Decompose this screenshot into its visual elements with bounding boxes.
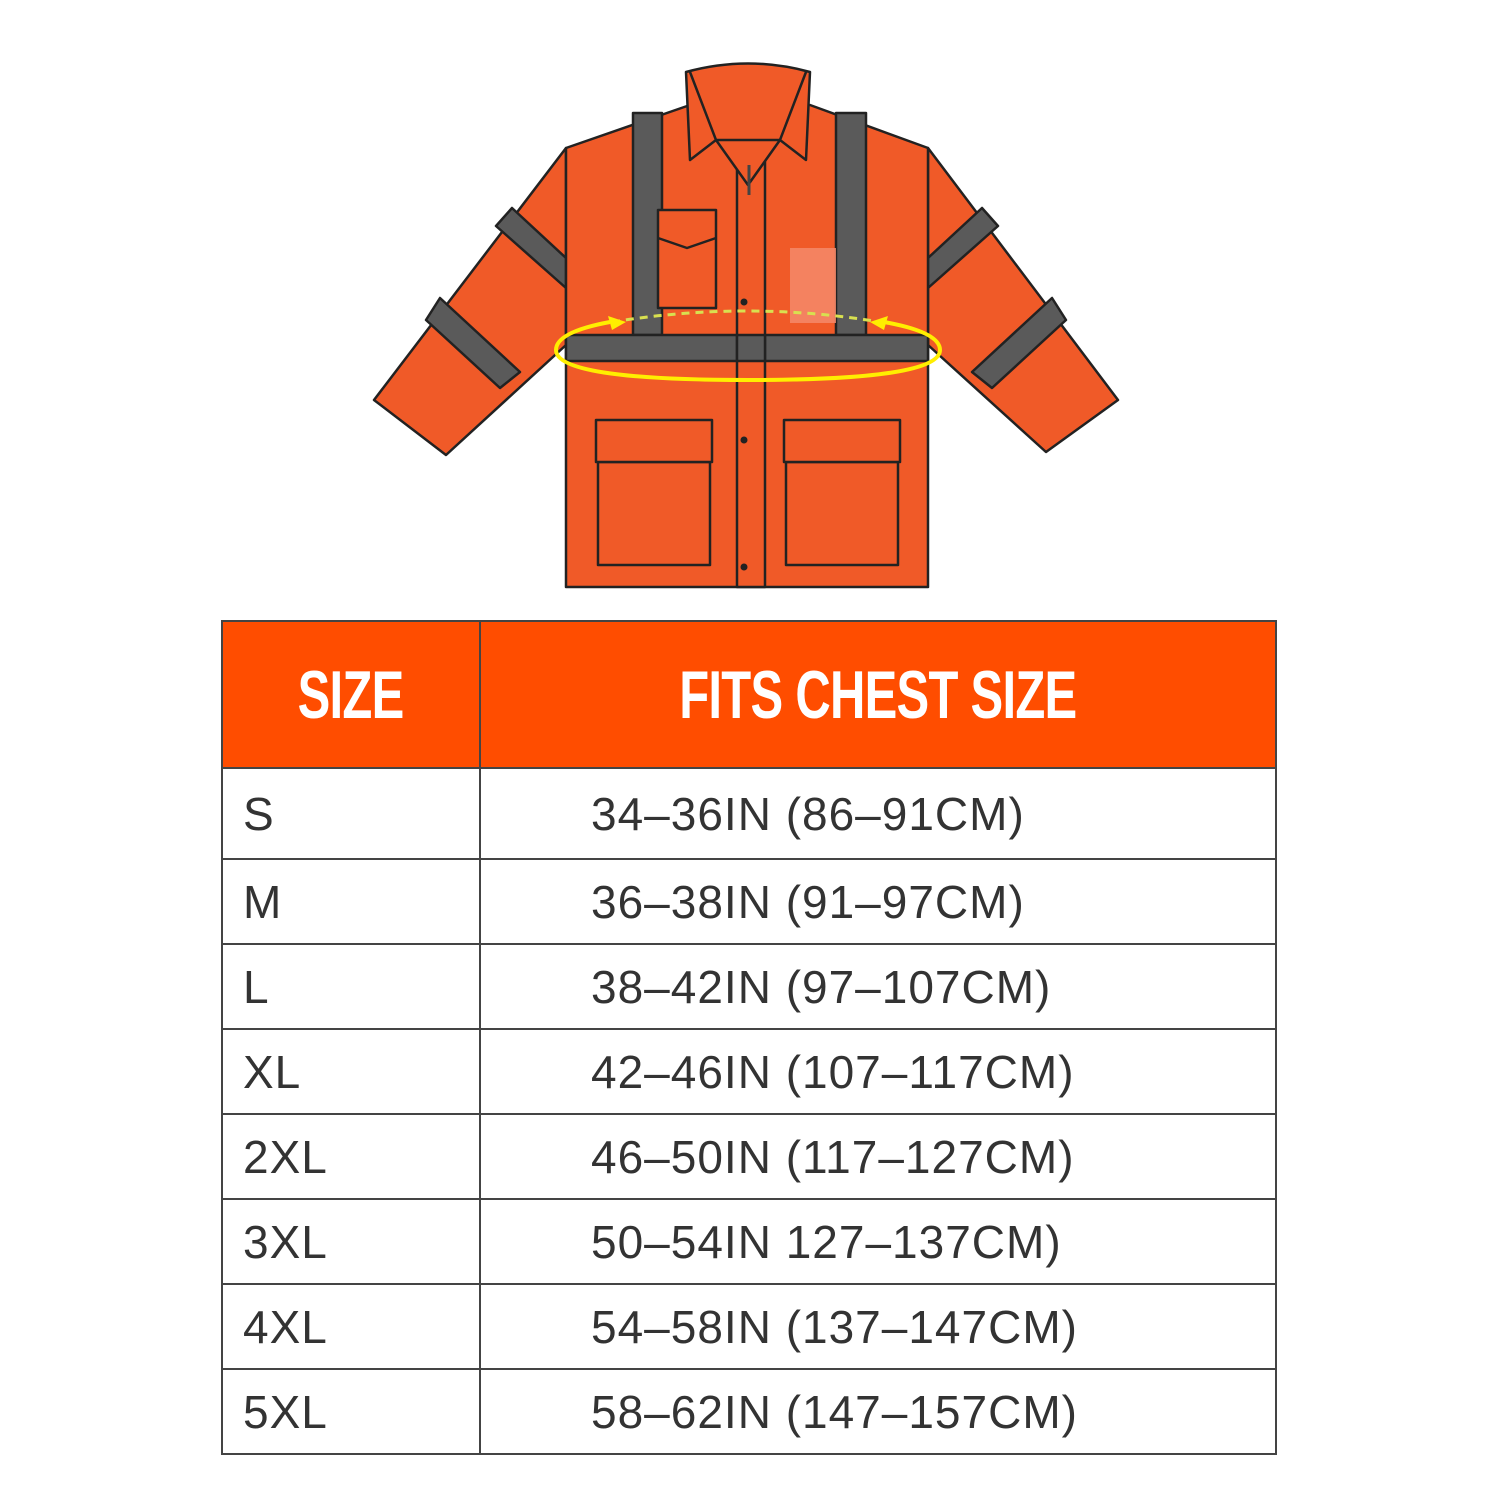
placket bbox=[735, 158, 767, 589]
arrow-left-icon bbox=[608, 316, 626, 330]
badge-holder bbox=[790, 248, 836, 323]
size-chart-table: SIZE FITS CHEST SIZE S 34–36IN (86–91CM) M… bbox=[221, 620, 1277, 1455]
size-cell: S bbox=[221, 767, 481, 860]
size-cell: 5XL bbox=[221, 1368, 481, 1455]
size-cell: L bbox=[221, 943, 481, 1030]
chest-size-cell: 58–62IN (147–157CM) bbox=[479, 1368, 1277, 1455]
table-row: L 38–42IN (97–107CM) bbox=[221, 943, 1277, 1030]
left-pocket bbox=[596, 460, 712, 567]
right-pocket-flap bbox=[782, 418, 902, 464]
size-cell: M bbox=[221, 858, 481, 945]
jacket-illustration bbox=[372, 62, 1120, 589]
collar bbox=[684, 62, 812, 187]
arrow-right-icon bbox=[870, 316, 888, 330]
size-cell: XL bbox=[221, 1028, 481, 1115]
right-vertical-stripe bbox=[834, 111, 868, 337]
table-row: XL 42–46IN (107–117CM) bbox=[221, 1028, 1277, 1115]
chest-size-cell: 50–54IN 127–137CM) bbox=[479, 1198, 1277, 1285]
left-sleeve-band-lower bbox=[424, 296, 522, 390]
chest-size-cell: 54–58IN (137–147CM) bbox=[479, 1283, 1277, 1370]
table-row: 2XL 46–50IN (117–127CM) bbox=[221, 1113, 1277, 1200]
table-row: 4XL 54–58IN (137–147CM) bbox=[221, 1283, 1277, 1370]
chest-pocket-flap bbox=[657, 236, 717, 250]
chest-size-cell: 42–46IN (107–117CM) bbox=[479, 1028, 1277, 1115]
chest-pocket bbox=[656, 208, 718, 310]
size-cell: 3XL bbox=[221, 1198, 481, 1285]
table-row: 5XL 58–62IN (147–157CM) bbox=[221, 1368, 1277, 1455]
chest-size-cell: 38–42IN (97–107CM) bbox=[479, 943, 1277, 1030]
collar-fold bbox=[688, 71, 808, 142]
header-fits-chest-size: FITS CHEST SIZE bbox=[479, 620, 1277, 769]
right-sleeve-band-lower bbox=[970, 296, 1068, 390]
right-pocket bbox=[784, 460, 900, 567]
placket-band bbox=[735, 333, 767, 363]
measure-ellipse bbox=[553, 320, 943, 383]
left-sleeve bbox=[372, 146, 568, 457]
measure-line-back bbox=[611, 309, 881, 324]
chest-size-cell: 36–38IN (91–97CM) bbox=[479, 858, 1277, 945]
chest-size-cell: 46–50IN (117–127CM) bbox=[479, 1113, 1277, 1200]
left-pocket-flap bbox=[594, 418, 714, 464]
size-cell: 2XL bbox=[221, 1113, 481, 1200]
header-size: SIZE bbox=[221, 620, 481, 769]
table-row: S 34–36IN (86–91CM) bbox=[221, 767, 1277, 860]
table-row: 3XL 50–54IN 127–137CM) bbox=[221, 1198, 1277, 1285]
buttons bbox=[740, 298, 748, 571]
table-header-row: SIZE FITS CHEST SIZE bbox=[221, 620, 1277, 769]
table-row: M 36–38IN (91–97CM) bbox=[221, 858, 1277, 945]
size-cell: 4XL bbox=[221, 1283, 481, 1370]
right-sleeve bbox=[926, 146, 1120, 454]
chest-size-cell: 34–36IN (86–91CM) bbox=[479, 767, 1277, 860]
